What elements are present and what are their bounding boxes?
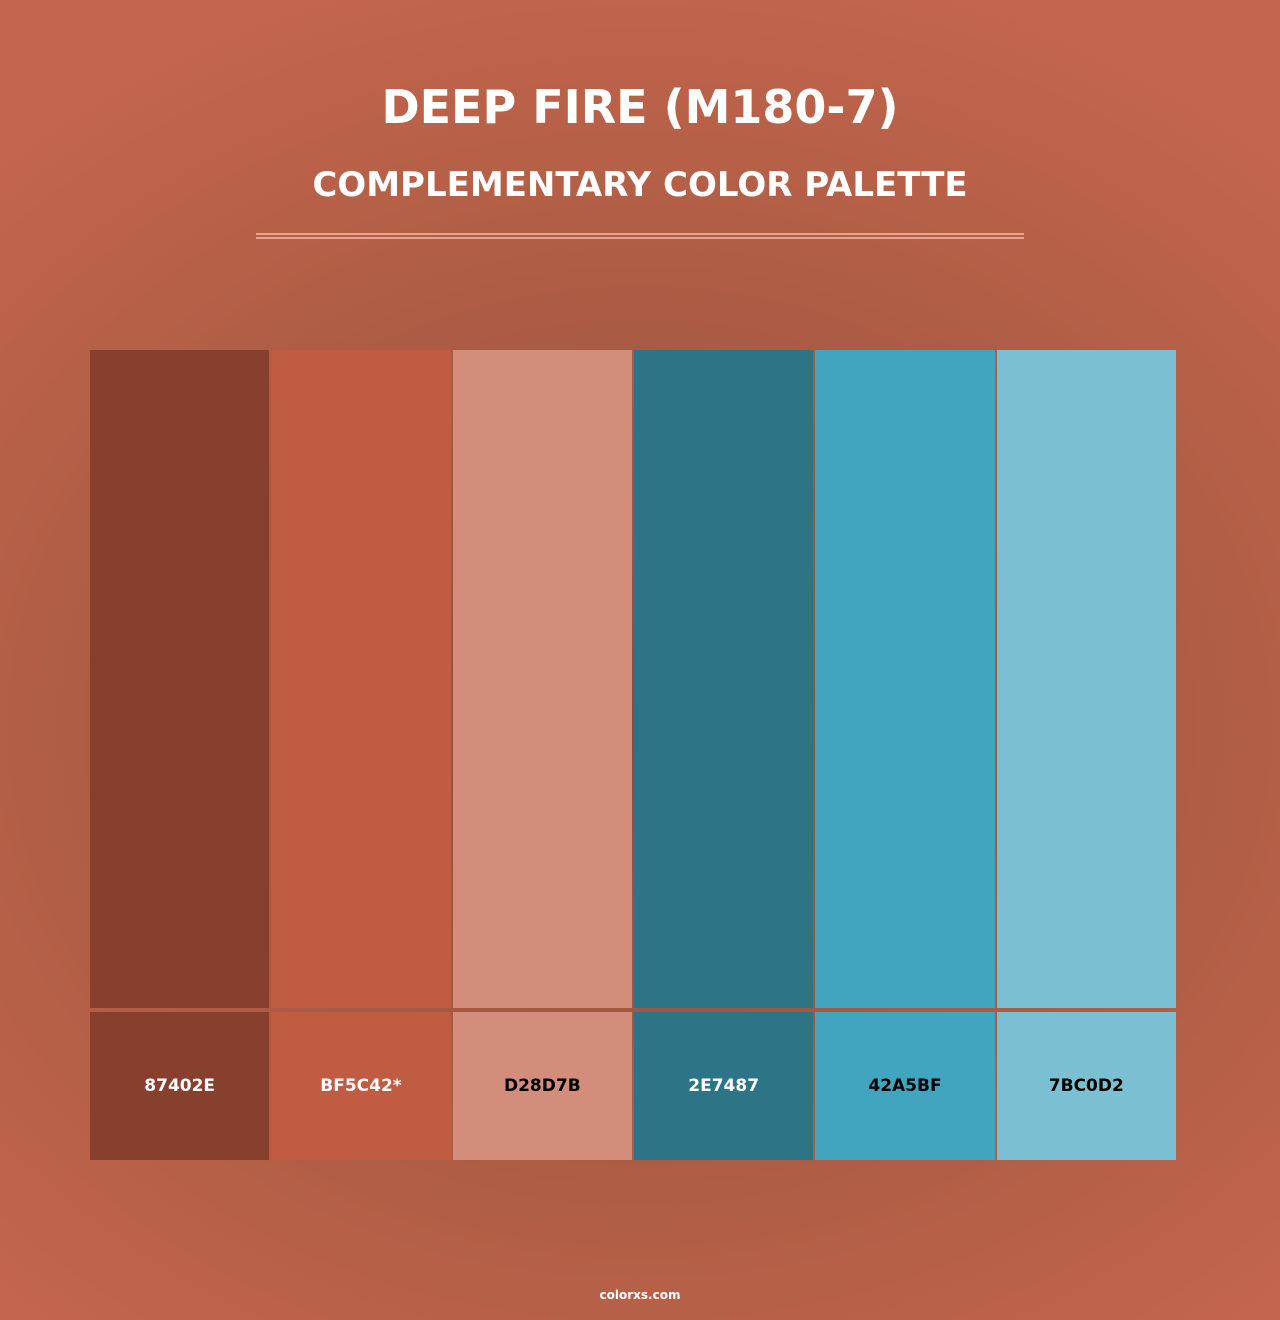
color-hex-label: 2E7487 (633, 1012, 814, 1160)
divider (256, 237, 1024, 239)
color-swatch[interactable] (633, 350, 814, 1008)
page-title: DEEP FIRE (M180-7) (381, 80, 899, 134)
color-hex-label: 87402E (90, 1012, 270, 1160)
color-swatch[interactable] (90, 350, 270, 1008)
color-hex-label: BF5C42* (271, 1012, 451, 1160)
color-swatch[interactable] (452, 350, 632, 1008)
swatch-column[interactable]: 2E7487 (633, 350, 814, 1160)
color-swatch[interactable] (815, 350, 995, 1008)
swatch-column[interactable]: D28D7B (452, 350, 632, 1160)
footer-brand[interactable]: colorxs.com (599, 1288, 681, 1302)
swatch-column[interactable]: 7BC0D2 (996, 350, 1176, 1160)
color-palette: 87402E BF5C42* D28D7B 2E7487 42A5BF 7BC0D2 (90, 350, 1176, 1160)
color-swatch[interactable] (996, 350, 1176, 1008)
color-swatch[interactable] (271, 350, 451, 1008)
divider (256, 233, 1024, 235)
page-subtitle: COMPLEMENTARY COLOR PALETTE (312, 165, 968, 205)
swatch-column[interactable]: BF5C42* (271, 350, 451, 1160)
swatch-column[interactable]: 87402E (90, 350, 270, 1160)
color-hex-label: D28D7B (452, 1012, 632, 1160)
swatch-column[interactable]: 42A5BF (815, 350, 995, 1160)
color-hex-label: 42A5BF (815, 1012, 995, 1160)
color-hex-label: 7BC0D2 (996, 1012, 1176, 1160)
